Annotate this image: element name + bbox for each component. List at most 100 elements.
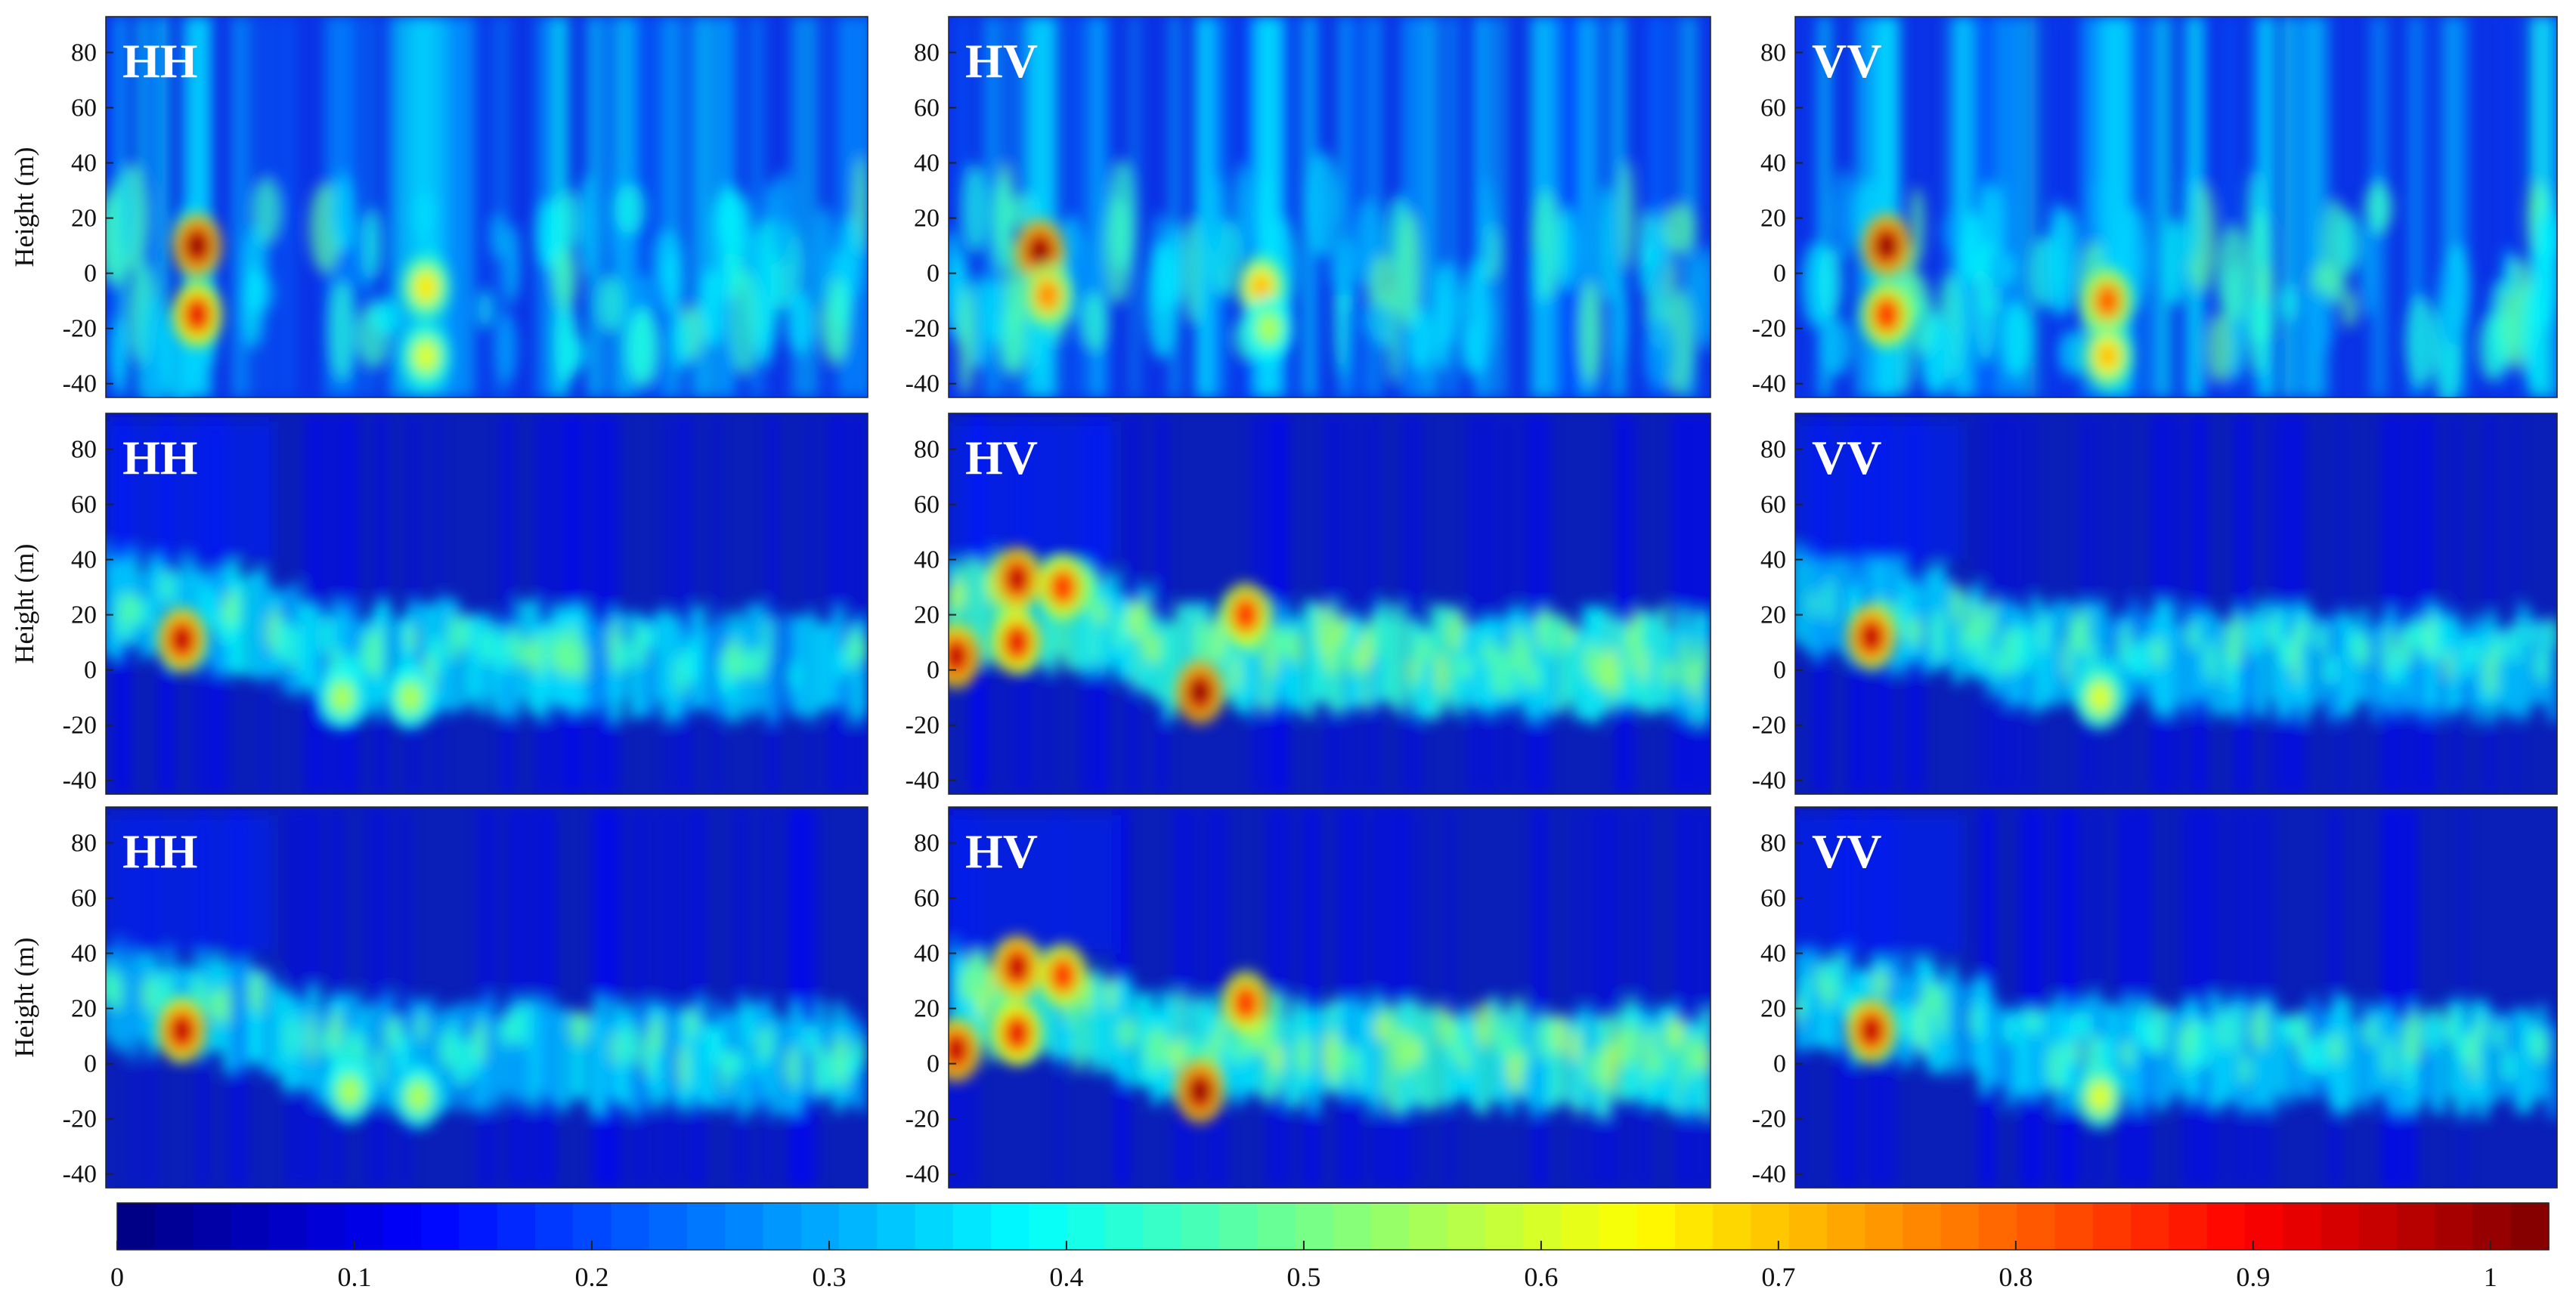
- colorbar-tick-label: 1: [2484, 1262, 2497, 1292]
- y-tick-label: -20: [63, 315, 97, 343]
- panel-r1-c1: 80 60 40 20 0 -20 -40 Height (m) HH: [9, 16, 868, 398]
- colorbar-cell: [1826, 1203, 1865, 1250]
- colorbar-cell: [421, 1203, 460, 1250]
- colorbar-tick-label: 0.6: [1524, 1262, 1558, 1292]
- colorbar-cell: [915, 1203, 954, 1250]
- panel-frame: [1794, 806, 2558, 1189]
- hotspots: [157, 608, 435, 730]
- hotspot: [333, 686, 351, 710]
- colorbar-cell: [839, 1203, 878, 1250]
- colorbar-cell: [1218, 1203, 1258, 1250]
- colorbar-cell: [155, 1203, 194, 1250]
- panel-r3-c1: 80 60 40 20 0 -20 -40 Height (m) HH: [9, 806, 868, 1189]
- colorbar-cell: [800, 1203, 840, 1250]
- panel-r1-c2: 80 60 40 20 0 -20 -40 HV: [906, 16, 1711, 398]
- polarization-label: VV: [1812, 431, 1881, 484]
- y-tick-label: -20: [906, 315, 940, 343]
- panel-frame: [105, 16, 868, 398]
- hotspot: [1008, 955, 1026, 979]
- panel-frame: [105, 413, 868, 795]
- colorbar-cell: [1751, 1203, 1790, 1250]
- y-tick-label: 0: [927, 1050, 940, 1078]
- colorbar-cell: [952, 1203, 992, 1250]
- colorbar-cell: [1674, 1203, 1714, 1250]
- colorbar-frame: [116, 1202, 2550, 1251]
- panel-grid: 80 60 40 20 0 -20 -40 Height (m) HH 80 60 40 20 0 -20 -…: [9, 16, 2558, 1189]
- hotspot: [1030, 240, 1049, 263]
- heatmap-field: [949, 413, 1711, 794]
- y-tick-label: 80: [1760, 435, 1786, 463]
- colorbar-tick-label: 0: [110, 1262, 124, 1292]
- y-tick-label: 60: [914, 94, 940, 122]
- colorbar-tick-label: 0.5: [1286, 1262, 1321, 1292]
- colorbar-cell: [307, 1203, 346, 1250]
- colorbar-cell: [991, 1203, 1029, 1250]
- y-tick-label: 80: [71, 39, 97, 66]
- colorbar-cell: [117, 1203, 156, 1250]
- y-tick-label: 60: [71, 491, 97, 519]
- y-tick-label: 20: [914, 601, 940, 629]
- hotspot: [949, 1038, 966, 1062]
- polarization-label: HH: [122, 34, 198, 88]
- colorbar-cell: [725, 1203, 764, 1250]
- y-tick-label: 40: [914, 546, 940, 574]
- panel-r2-c1: 80 60 40 20 0 -20 -40 Height (m) HH: [9, 413, 868, 795]
- polarization-label: HH: [122, 431, 198, 484]
- colorbar: 0 0.1 0.2 0.3 0.4 0.5 0.6 0.7 0.8 0.9 1: [110, 1202, 2550, 1292]
- panel-frame: [948, 413, 1711, 795]
- y-tick-label: 0: [927, 260, 940, 288]
- colorbar-cell: [1522, 1203, 1562, 1250]
- colorbar-cell: [459, 1203, 498, 1250]
- colorbar-cell: [1370, 1203, 1410, 1250]
- colorbar-cell: [2358, 1203, 2398, 1250]
- y-tick-label: -40: [1752, 370, 1786, 398]
- y-tick-label: -20: [1752, 712, 1786, 740]
- y-tick-label: -20: [63, 1105, 97, 1133]
- y-tick-label: 40: [914, 150, 940, 178]
- panel-frame: [1794, 413, 2558, 795]
- y-tick-label: 40: [71, 546, 97, 574]
- y-tick-label: 60: [914, 885, 940, 913]
- hotspot: [1862, 625, 1881, 648]
- hotspot: [1252, 275, 1271, 298]
- panel-frame: [948, 806, 1711, 1189]
- colorbar-cell: [1029, 1203, 1068, 1250]
- colorbar-cell: [2510, 1203, 2550, 1250]
- colorbar-tick-label: 0.1: [337, 1262, 371, 1292]
- colorbar-tick-label: 0.2: [574, 1262, 608, 1292]
- colorbar-tick-label: 0.7: [1761, 1262, 1795, 1292]
- y-tick-label: 60: [1760, 885, 1786, 913]
- colorbar-cell: [1485, 1203, 1524, 1250]
- colorbar-cell: [611, 1203, 650, 1250]
- heatmap-field: [949, 807, 1711, 1188]
- hotspot: [172, 1019, 191, 1042]
- heatmap-field: [106, 807, 867, 1188]
- colorbar-cell: [193, 1203, 232, 1250]
- y-tick-label: -20: [1752, 315, 1786, 343]
- polarization-label: HV: [965, 34, 1038, 88]
- colorbar-cell: [1295, 1203, 1334, 1250]
- hotspot: [1008, 1022, 1026, 1045]
- hotspot: [1259, 317, 1278, 340]
- colorbar-cell: [231, 1203, 270, 1250]
- colorbar-cell: [2435, 1203, 2474, 1250]
- hotspots: [949, 935, 1271, 1124]
- hotspot: [416, 345, 435, 368]
- colorbar-cell: [2396, 1203, 2435, 1250]
- y-tick-label: -20: [1752, 1105, 1786, 1133]
- panel-r1-c3: 80 60 40 20 0 -20 -40 VV: [1752, 16, 2558, 398]
- colorbar-cell: [1181, 1203, 1220, 1250]
- colorbar-cell: [2131, 1203, 2169, 1250]
- y-tick-label: 80: [1760, 829, 1786, 857]
- y-axis-label: Height (m): [9, 147, 39, 267]
- polarization-label: VV: [1812, 824, 1881, 878]
- colorbar-cell: [1599, 1203, 1638, 1250]
- colorbar-tick-label: 0.4: [1049, 1262, 1083, 1292]
- y-tick-label: 20: [71, 601, 97, 629]
- y-tick-label: 20: [71, 995, 97, 1023]
- hotspot: [1008, 567, 1026, 591]
- colorbar-cell: [1143, 1203, 1182, 1250]
- colorbar-cell: [1256, 1203, 1296, 1250]
- hotspot: [340, 1080, 359, 1103]
